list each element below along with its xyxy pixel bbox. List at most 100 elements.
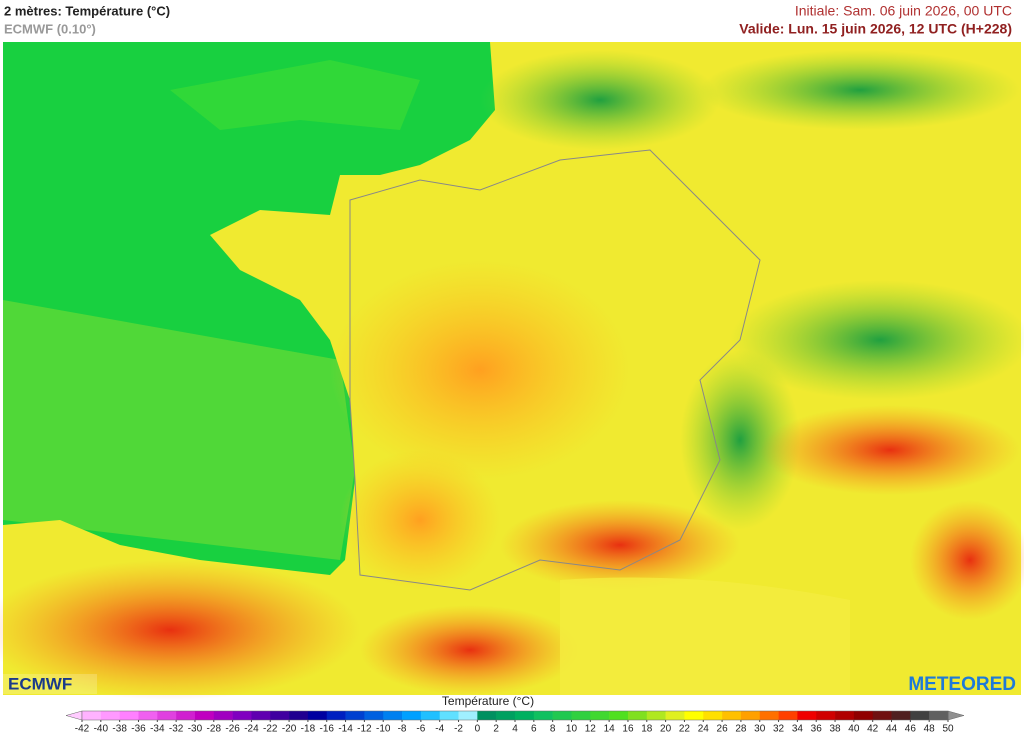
scale-segment xyxy=(891,711,911,720)
map-title: 2 mètres: Température (°C) xyxy=(4,3,170,18)
scale-segment xyxy=(194,711,215,720)
scale-segment xyxy=(82,711,102,720)
scale-segment xyxy=(552,711,572,720)
scale-segment xyxy=(722,711,742,720)
scale-tick-label: -4 xyxy=(435,724,444,735)
alps xyxy=(730,280,1024,400)
scale-tick-label: 28 xyxy=(735,724,747,735)
spain-hot xyxy=(0,560,360,700)
scale-segment xyxy=(458,711,478,720)
scale-segment xyxy=(816,711,836,720)
scale-segment xyxy=(929,711,949,720)
map xyxy=(0,42,1024,700)
scale-segment xyxy=(364,711,384,720)
scale-tick-label: -26 xyxy=(225,724,240,735)
scale-segment xyxy=(627,711,648,720)
scale-segment xyxy=(420,711,440,720)
scale-segment xyxy=(439,711,459,720)
italy-hot xyxy=(910,500,1024,620)
scale-tick-label: -18 xyxy=(301,724,316,735)
scale-segment xyxy=(609,711,629,720)
scale-tick-label: 22 xyxy=(679,724,691,735)
scale-tick-label: 0 xyxy=(475,724,481,735)
scale-tick-label: -38 xyxy=(112,724,127,735)
scale-segment xyxy=(665,711,685,720)
scale-segment xyxy=(778,711,798,720)
scale-tick-label: 2 xyxy=(493,724,499,735)
scale-tick-label: 12 xyxy=(585,724,597,735)
legend-title: Température (°C) xyxy=(442,694,534,708)
scale-tick-label: 40 xyxy=(848,724,860,735)
scale-segment xyxy=(138,711,158,720)
border xyxy=(349,149,761,591)
scale-tick-label: 10 xyxy=(566,724,578,735)
scale-tick-label: -30 xyxy=(188,724,203,735)
scale-arrow-high xyxy=(947,710,965,721)
scale-tick-label: -32 xyxy=(169,724,184,735)
scale-tick-label: -28 xyxy=(207,724,222,735)
scale-segment xyxy=(590,711,610,720)
scale-segment xyxy=(232,711,252,720)
germany-cool xyxy=(700,50,1020,130)
scale-segment xyxy=(740,711,761,720)
ecmwf-logo: ECMWF xyxy=(8,674,72,693)
logo-bg xyxy=(3,674,97,694)
initial-time: Initiale: Sam. 06 juin 2026, 00 UTC xyxy=(795,3,1012,19)
scale-segment xyxy=(289,711,309,720)
scale-tick-label: 32 xyxy=(773,724,785,735)
scale-arrow-low xyxy=(65,710,83,721)
scale-tick-label: -6 xyxy=(416,724,425,735)
england xyxy=(170,60,420,130)
scale-tick-label: 4 xyxy=(512,724,518,735)
scale-segment xyxy=(213,711,233,720)
scale-segment xyxy=(307,711,328,720)
scale-segment xyxy=(910,711,930,720)
mediterranean xyxy=(560,577,850,695)
scale-tick-label: -16 xyxy=(320,724,335,735)
scale-tick-label: -34 xyxy=(150,724,165,735)
scale-tick-label: 34 xyxy=(792,724,804,735)
scale-segment xyxy=(684,711,704,720)
scale-tick-label: -36 xyxy=(131,724,146,735)
scale-segment xyxy=(646,711,666,720)
scale-tick-label: 30 xyxy=(754,724,766,735)
meteored-logo: METEORED xyxy=(908,674,1016,695)
scale-tick-label: -22 xyxy=(263,724,278,735)
scale-tick-label: 6 xyxy=(531,724,537,735)
scale-tick-label: 42 xyxy=(867,724,879,735)
scale-tick-label: -24 xyxy=(244,724,259,735)
provence xyxy=(500,500,740,590)
scale-segment xyxy=(157,711,177,720)
color-scale: -42 -40 -38 -36 -34 -32 -30 -28 -26 -24 -22 -20 -18-… xyxy=(65,710,965,735)
scale-tick-label: -8 xyxy=(398,724,407,735)
scale-tick-label: 50 xyxy=(942,724,954,735)
scale-tick-label: 20 xyxy=(660,724,672,735)
scale-segment xyxy=(533,711,553,720)
po-valley xyxy=(760,405,1020,495)
scale-tick-label: 44 xyxy=(886,724,898,735)
scale-segment xyxy=(515,711,535,720)
scale-tick-label: -10 xyxy=(376,724,391,735)
scale-segment xyxy=(402,711,422,720)
scale-tick-label: -12 xyxy=(357,724,372,735)
valid-time: Valide: Lun. 15 juin 2026, 12 UTC (H+228… xyxy=(739,21,1012,37)
north-cool xyxy=(480,50,720,150)
scale-tick-label: 24 xyxy=(698,724,710,735)
scale-tick-label: 8 xyxy=(550,724,556,735)
scale-tick-label: -2 xyxy=(454,724,463,735)
west-alps xyxy=(680,350,800,530)
scale-tick-label: 46 xyxy=(905,724,917,735)
scale-tick-label: -42 xyxy=(75,724,90,735)
scale-tick-label: -20 xyxy=(282,724,297,735)
catalonia-hot xyxy=(360,605,580,695)
scale-tick-label: 16 xyxy=(622,724,634,735)
scale-segment xyxy=(383,711,403,720)
scale-segment xyxy=(703,711,723,720)
scale-tick-label: 18 xyxy=(641,724,653,735)
scale-segment xyxy=(270,711,290,720)
scale-tick-label: 48 xyxy=(924,724,936,735)
sea-warm xyxy=(3,300,355,560)
scale-tick-label: 36 xyxy=(811,724,823,735)
scale-segment xyxy=(759,711,779,720)
